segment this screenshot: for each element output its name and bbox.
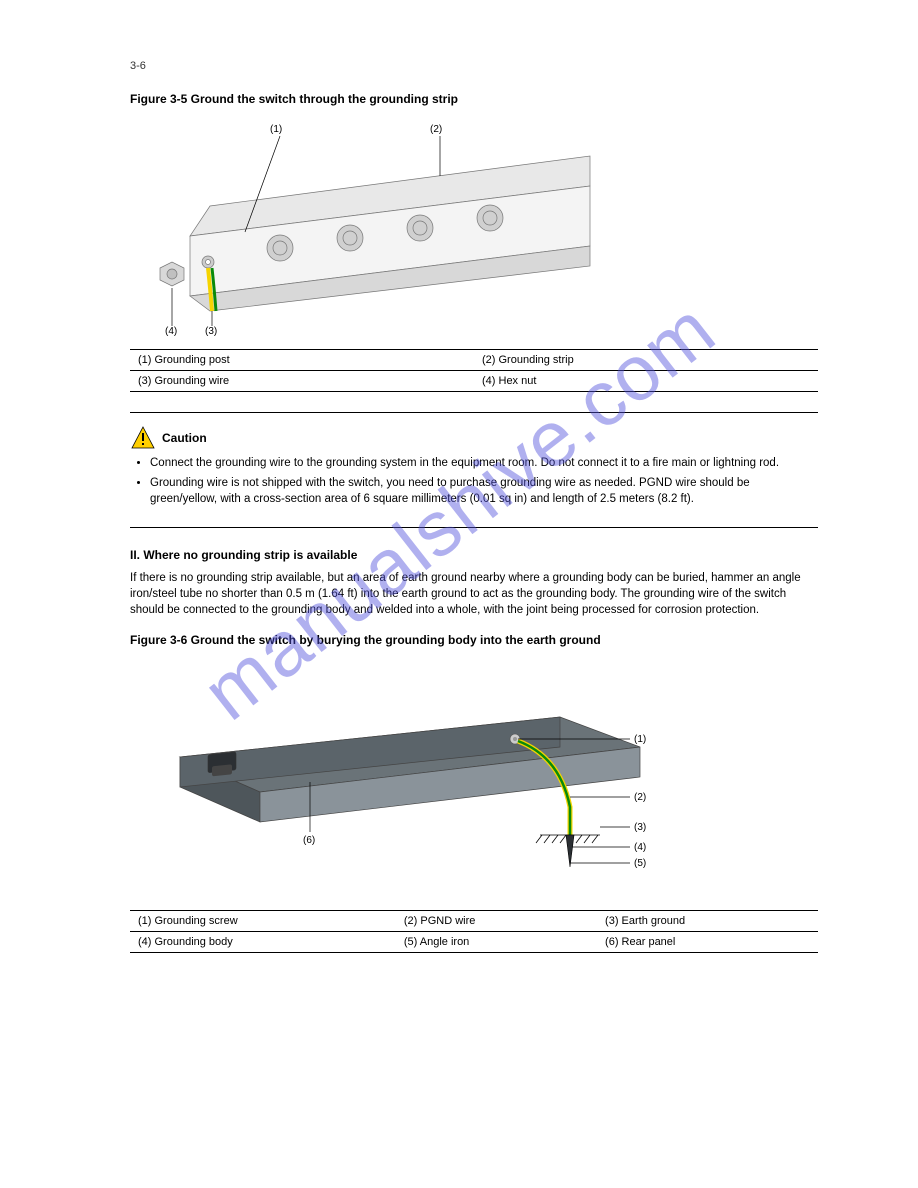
section-paragraph: If there is no grounding strip available… bbox=[130, 570, 818, 618]
figure-3-5-callout-table: (1) Grounding post (2) Grounding strip (… bbox=[130, 349, 818, 392]
rule-top bbox=[130, 412, 818, 413]
cell: (4) Grounding body bbox=[130, 931, 396, 952]
cell: (3) Earth ground bbox=[597, 910, 818, 931]
cell: (1) Grounding post bbox=[130, 350, 474, 371]
caution-block: Caution bbox=[130, 425, 818, 451]
cell: (3) Grounding wire bbox=[130, 371, 474, 392]
svg-text:(1): (1) bbox=[634, 734, 646, 745]
page-container: 3-6 Figure 3-5 Ground the switch through… bbox=[0, 0, 918, 1023]
page-number: 3-6 bbox=[130, 60, 818, 72]
figure-3-6-image: (1) (2) (3) (4) (5) (6) bbox=[130, 657, 818, 900]
figure-3-5-caption: Figure 3-5 Ground the switch through the… bbox=[130, 92, 818, 106]
svg-text:(2): (2) bbox=[634, 792, 646, 803]
table-row: (4) Grounding body (5) Angle iron (6) Re… bbox=[130, 931, 818, 952]
cell: (4) Hex nut bbox=[474, 371, 818, 392]
grounding-strip-shape bbox=[190, 156, 590, 311]
svg-text:(5): (5) bbox=[634, 858, 646, 869]
table-row: (1) Grounding screw (2) PGND wire (3) Ea… bbox=[130, 910, 818, 931]
figure-3-5-image: (1) (2) (3) (4) bbox=[130, 116, 818, 339]
svg-text:(1): (1) bbox=[270, 124, 282, 135]
svg-text:(3): (3) bbox=[205, 326, 217, 336]
list-item: Connect the grounding wire to the ground… bbox=[150, 455, 818, 471]
list-item: Grounding wire is not shipped with the s… bbox=[150, 475, 818, 507]
table-row: (3) Grounding wire (4) Hex nut bbox=[130, 371, 818, 392]
svg-text:(4): (4) bbox=[634, 842, 646, 853]
cell: (2) PGND wire bbox=[396, 910, 597, 931]
caution-list: Connect the grounding wire to the ground… bbox=[130, 455, 818, 507]
svg-text:(2): (2) bbox=[430, 124, 442, 135]
cell: (2) Grounding strip bbox=[474, 350, 818, 371]
cell: (1) Grounding screw bbox=[130, 910, 396, 931]
svg-text:(4): (4) bbox=[165, 326, 177, 336]
caution-label: Caution bbox=[162, 425, 207, 445]
svg-text:(6): (6) bbox=[303, 835, 315, 846]
table-row: (1) Grounding post (2) Grounding strip bbox=[130, 350, 818, 371]
figure-3-6-caption: Figure 3-6 Ground the switch by burying … bbox=[130, 633, 818, 647]
caution-icon bbox=[130, 425, 156, 451]
hex-nut-shape bbox=[160, 262, 184, 286]
cell: (5) Angle iron bbox=[396, 931, 597, 952]
angle-iron-shape bbox=[566, 835, 574, 867]
rule-bottom bbox=[130, 527, 818, 528]
section-title: II. Where no grounding strip is availabl… bbox=[130, 548, 818, 562]
figure-3-6-callout-table: (1) Grounding screw (2) PGND wire (3) Ea… bbox=[130, 910, 818, 953]
cell: (6) Rear panel bbox=[597, 931, 818, 952]
svg-text:(3): (3) bbox=[634, 822, 646, 833]
